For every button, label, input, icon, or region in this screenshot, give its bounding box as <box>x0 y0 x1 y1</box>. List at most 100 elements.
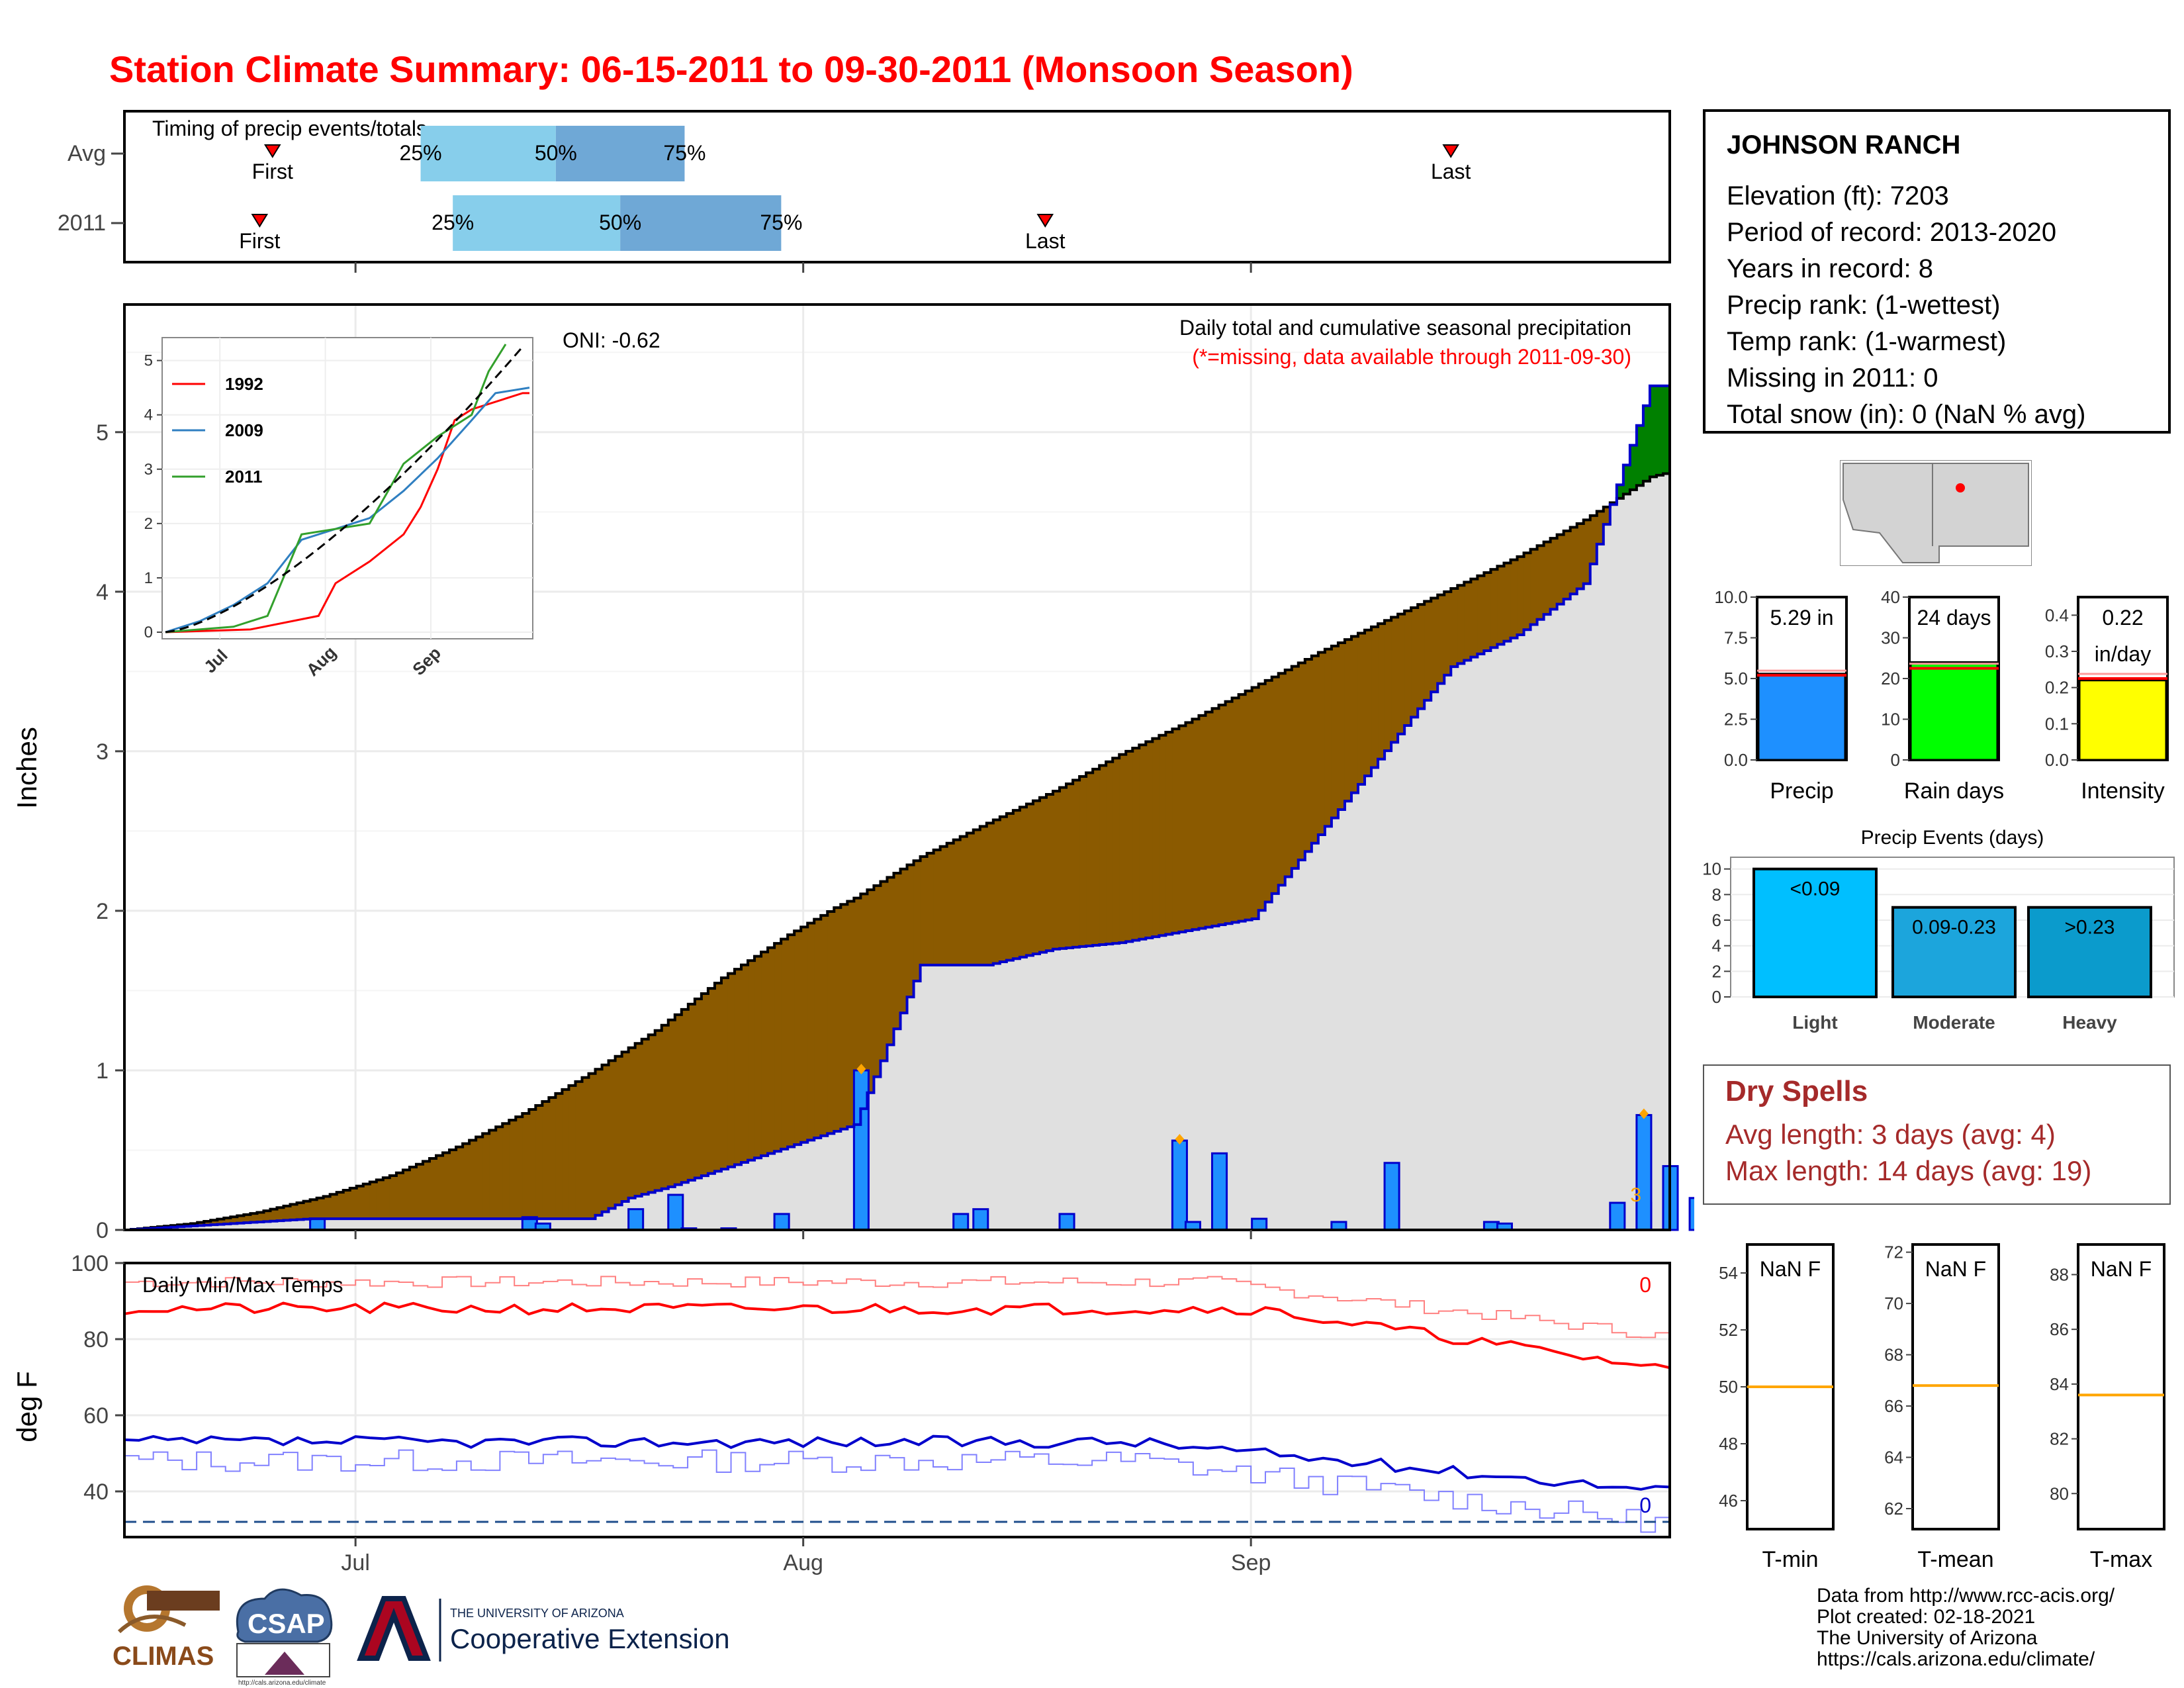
gauge-value-1: 24 days <box>1917 606 1991 630</box>
inset-y-tick-4: 4 <box>144 406 153 424</box>
deficit-area <box>1517 556 1525 635</box>
gauge-tick-0-0.0: 0.0 <box>1724 750 1748 770</box>
timing-bar-upper-Avg <box>555 126 685 181</box>
gauge-tick-2-0.2: 0.2 <box>2045 678 2069 698</box>
deficit-area <box>966 833 974 965</box>
timing-p50-2011: 50% <box>599 211 641 234</box>
event-bar-Moderate <box>1891 906 2017 998</box>
temp-gauge-tick-T-max-82: 82 <box>2050 1429 2069 1449</box>
max-temp-line <box>124 1301 1670 1370</box>
timing-frame <box>123 110 1671 263</box>
deficit-area <box>1550 538 1558 610</box>
deficit-area <box>204 1221 211 1225</box>
precip-y-tick-3: 3 <box>96 739 109 765</box>
deficit-area <box>602 1064 610 1212</box>
missing-count: 3 <box>1630 1184 1641 1206</box>
temp-gauge-tick-T-min-50: 50 <box>1719 1377 1738 1397</box>
station-temp-rank: Temp rank: (1-warmest) <box>1727 327 2007 356</box>
temp-x-tick-Sep: Sep <box>1231 1550 1271 1575</box>
gauge-fill-1 <box>1909 661 1999 761</box>
avg-min-temp-line <box>124 1449 1670 1533</box>
gauge-tick-1-30: 30 <box>1881 628 1900 648</box>
deficit-area <box>416 1164 424 1219</box>
footer: Data from http://www.rcc-acis.org/ Plot … <box>1817 1585 2115 1670</box>
daily-precip-bar <box>1211 1152 1228 1231</box>
temp-gauge-tick-T-mean-64: 64 <box>1884 1448 1903 1468</box>
timing-p25-2011: 25% <box>432 211 474 234</box>
deficit-area <box>1285 669 1293 877</box>
temp-frame <box>123 1262 1671 1538</box>
deficit-area <box>788 935 795 1147</box>
deficit-area <box>1424 601 1432 700</box>
inset-avg-line <box>165 346 523 633</box>
inset-line-2011 <box>165 344 507 633</box>
surplus-area <box>1616 485 1624 498</box>
timing-bar-lower-2011 <box>453 195 621 251</box>
gauge-label-0: Precip <box>1770 778 1833 804</box>
gauge-panel: 5.29 in 0.0 2.5 5.0 7.5 10.0 Precip 24 days 0 10 2… <box>1714 587 2169 804</box>
deficit-area <box>1032 800 1040 955</box>
deficit-area <box>250 1213 258 1223</box>
deficit-area <box>993 820 1001 964</box>
deficit-area <box>336 1192 344 1219</box>
surplus-area <box>1643 405 1651 481</box>
precip-panel: Inches 0 1 2 3 4 5 Daily total and cumulative… <box>11 303 1694 1243</box>
gauge-tick-2-0.4: 0.4 <box>2045 605 2069 625</box>
deficit-area <box>979 826 987 965</box>
gauge-label-2: Intensity <box>2081 778 2165 804</box>
deficit-area <box>1278 673 1286 886</box>
temp-gauge-value-T-max: NaN F <box>2091 1257 2152 1281</box>
deficit-area <box>953 839 961 965</box>
deficit-area <box>1212 708 1220 926</box>
deficit-area <box>1199 715 1206 929</box>
below-both-area <box>124 473 1670 1230</box>
deficit-area <box>1371 626 1379 768</box>
deficit-area <box>1338 642 1345 810</box>
deficit-area <box>369 1182 377 1219</box>
timing-bars: 25% 50% 75% First Last 25% 50% 75% First Last <box>239 126 1471 273</box>
timing-first-label-Avg: First <box>252 160 293 183</box>
deficit-area <box>927 853 934 965</box>
deficit-area <box>449 1150 457 1219</box>
temp-gauge-tick-T-max-86: 86 <box>2050 1319 2069 1339</box>
deficit-area <box>907 865 915 998</box>
deficit-area <box>422 1161 430 1219</box>
inset-frame <box>161 337 533 639</box>
deficit-area <box>489 1130 496 1219</box>
precip-y-tick-4: 4 <box>96 580 109 605</box>
deficit-area <box>217 1219 224 1225</box>
gauge-fill-0 <box>1757 673 1846 761</box>
precip-title: Daily total and cumulative seasonal prec… <box>1179 316 1631 340</box>
timing-first-marker-Avg <box>263 144 281 158</box>
precip-y-tick-0: 0 <box>96 1218 109 1243</box>
surplus-area <box>1636 425 1644 486</box>
footer-created: Plot created: 02-18-2021 <box>1817 1606 2036 1628</box>
deficit-area <box>688 1004 696 1180</box>
deficit-area <box>1165 731 1173 935</box>
events-tick-10: 10 <box>1702 859 1721 879</box>
deficit-area <box>1583 520 1591 584</box>
deficit-area <box>1484 572 1492 651</box>
event-bin-Light: <0.09 <box>1790 878 1841 900</box>
surplus-area <box>1629 445 1637 490</box>
deficit-area <box>1344 639 1352 802</box>
timing-bar-upper-2011 <box>620 195 782 251</box>
timing-row-avg-label: Avg <box>68 141 106 166</box>
deficit-area <box>827 911 835 1134</box>
deficit-area <box>1238 694 1246 921</box>
event-bin-Heavy: >0.23 <box>2065 917 2115 939</box>
surplus-area <box>1656 385 1664 475</box>
timing-first-marker-2011 <box>251 214 269 228</box>
deficit-area <box>310 1199 318 1219</box>
deficit-area <box>443 1152 450 1219</box>
deficit-area <box>436 1155 443 1219</box>
timing-label: Timing of precip events/totals <box>152 117 427 140</box>
deficit-area <box>469 1140 477 1219</box>
station-name: JOHNSON RANCH <box>1727 130 1961 160</box>
deficit-area <box>1093 769 1100 945</box>
svg-text:http://cals.arizona.edu/climat: http://cals.arizona.edu/climate <box>238 1679 326 1687</box>
deficit-area <box>1099 765 1107 945</box>
deficit-area <box>960 836 968 965</box>
gauge-tick-1-20: 20 <box>1881 669 1900 688</box>
deficit-area <box>562 1089 570 1219</box>
